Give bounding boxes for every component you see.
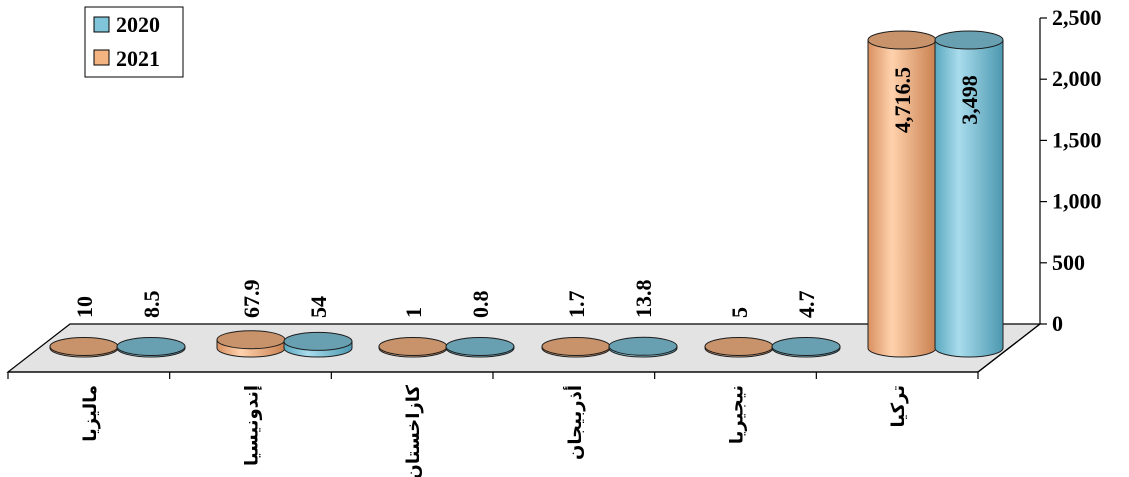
bar-2020-top bbox=[283, 331, 353, 351]
bar-2020-top-shade bbox=[284, 332, 352, 351]
y-tick-label: 0 bbox=[1052, 311, 1063, 336]
y-tick-label: 2,000 bbox=[1052, 66, 1102, 91]
bar-2020-top bbox=[771, 337, 841, 356]
y-tick-label: 1,000 bbox=[1052, 189, 1102, 214]
bar-2021-top-shade bbox=[705, 337, 773, 356]
value-label-2020: 0.8 bbox=[468, 291, 493, 319]
legend-label-2021: 2021 bbox=[116, 46, 160, 71]
bars bbox=[49, 30, 1004, 358]
y-axis-ticks: 0 500 1,000 1,500 2,000 2,500 bbox=[1040, 5, 1102, 336]
category-label: كازاخستان bbox=[403, 384, 424, 477]
x-axis-depth bbox=[977, 323, 1041, 373]
value-label-2020: 13.8 bbox=[631, 280, 656, 319]
bar-2020-top bbox=[608, 336, 678, 356]
value-label-2020: 3,498 bbox=[957, 75, 982, 125]
bar-2020-top-shade bbox=[609, 337, 677, 356]
value-label-2021: 1 bbox=[401, 307, 426, 318]
legend-label-2020: 2020 bbox=[116, 12, 160, 37]
bar-2020-body bbox=[934, 39, 1004, 358]
bar-2021-top-shade bbox=[50, 337, 118, 356]
value-label-2021: 67.9 bbox=[239, 280, 264, 319]
bar-2021-top-shade bbox=[217, 330, 285, 349]
value-label-2021: 5 bbox=[727, 307, 752, 318]
value-label-2020: 54 bbox=[306, 296, 331, 318]
value-label-2021: 1.7 bbox=[564, 291, 589, 319]
bar-2020-top-shade bbox=[117, 337, 185, 356]
y-tick-label: 500 bbox=[1052, 250, 1085, 275]
bar-2021-top-shade bbox=[542, 337, 610, 356]
category-label: إندونيسيا bbox=[242, 385, 263, 466]
value-label-2021: 10 bbox=[72, 296, 97, 318]
bar-2020-top-shade bbox=[935, 31, 1003, 49]
legend-swatch-2021 bbox=[93, 49, 110, 66]
category-label: نيجيريا bbox=[727, 385, 748, 444]
value-label-2021: 4,716.5 bbox=[890, 67, 915, 133]
value-label-2020: 8.5 bbox=[139, 291, 164, 319]
bar-2020-top bbox=[445, 337, 515, 356]
category-label: أذربيجان bbox=[563, 385, 586, 460]
bar-2020-top-shade bbox=[772, 337, 840, 356]
bar-2020-top bbox=[934, 30, 1004, 50]
category-label: ماليزيا bbox=[80, 385, 101, 442]
bar-2021-top-shade bbox=[379, 337, 447, 356]
value-label-2020: 4.7 bbox=[794, 291, 819, 319]
legend: 2020 2021 bbox=[84, 6, 184, 78]
y-tick-label: 1,500 bbox=[1052, 127, 1102, 152]
x-axis-categories: ماليزيا إندونيسيا كازاخستان أذربيجان نيجيريا… bbox=[7, 372, 979, 477]
bar-2020-top-shade bbox=[446, 337, 514, 356]
bar-2020-top bbox=[116, 337, 186, 356]
value-labels: 10 8.5 67.9 54 1 0.8 1.7 13.8 5 4.7 4,716.5 3,498 bbox=[72, 67, 982, 318]
legend-swatch-2020 bbox=[93, 16, 110, 33]
category-label: تركيا bbox=[888, 385, 909, 428]
y-tick-label: 2,500 bbox=[1052, 5, 1102, 30]
bar-2021-top-shade bbox=[868, 31, 936, 49]
